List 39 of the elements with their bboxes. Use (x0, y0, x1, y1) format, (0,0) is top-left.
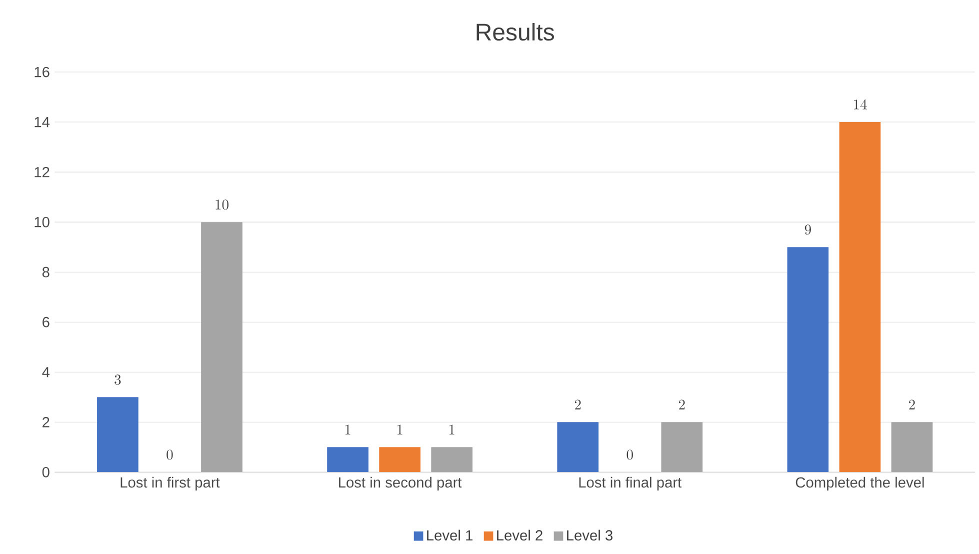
data-label: 2 (909, 400, 915, 410)
bar (891, 422, 933, 472)
bar (327, 447, 368, 472)
y-tick-label: 2 (42, 417, 50, 428)
bar (557, 422, 599, 472)
data-label: 0 (626, 450, 633, 460)
legend-label: Level 2 (497, 530, 542, 541)
y-tick-label: 12 (34, 167, 50, 178)
chart-title: Results (476, 23, 554, 41)
x-tick-label: Lost in first part (120, 477, 220, 491)
bar (97, 397, 138, 472)
data-label: 2 (678, 400, 685, 410)
x-tick-label: Lost in second part (339, 477, 462, 491)
x-tick-label: Completed the level (796, 477, 924, 491)
legend-label: Level 3 (567, 530, 612, 541)
y-tick-label: 4 (42, 367, 50, 378)
y-tick-label: 6 (42, 317, 50, 328)
bar (787, 247, 829, 472)
data-label: 1 (449, 424, 454, 435)
y-tick-label: 16 (34, 67, 50, 78)
bar (379, 447, 420, 472)
data-label: 14 (854, 100, 867, 110)
data-label: 1 (397, 424, 402, 435)
y-tick-label: 0 (42, 467, 50, 478)
data-label: 9 (804, 224, 811, 235)
legend-label: Level 1 (427, 530, 472, 541)
data-label: 1 (345, 424, 350, 435)
y-tick-label: 8 (42, 267, 50, 278)
bar (839, 122, 881, 472)
bar (661, 422, 703, 472)
data-label: 3 (114, 374, 121, 385)
y-tick-label: 14 (34, 117, 50, 128)
data-label: 0 (166, 450, 173, 460)
data-label: 2 (574, 400, 581, 410)
data-label: 10 (216, 200, 228, 210)
bar (201, 222, 242, 472)
y-tick-label: 10 (34, 217, 50, 228)
x-tick-label: Lost in final part (579, 477, 682, 491)
bar (431, 447, 472, 472)
